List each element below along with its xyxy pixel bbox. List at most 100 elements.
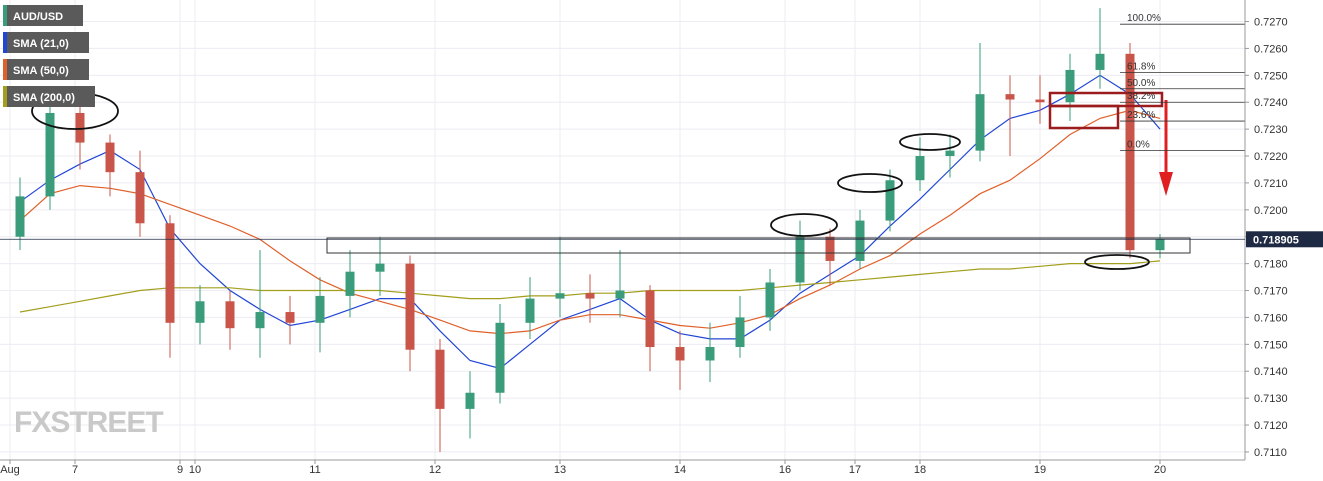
arrow-head — [1159, 172, 1173, 196]
candle-body — [495, 322, 505, 393]
y-tick-label: 0.7210 — [1254, 178, 1288, 190]
candle-body — [615, 290, 625, 299]
resistance-boxes — [1048, 91, 1164, 130]
candle-body — [975, 94, 985, 151]
candle-body — [375, 263, 385, 272]
candle-body — [525, 298, 535, 323]
candle-body — [105, 142, 115, 173]
x-tick-label: 14 — [674, 464, 686, 476]
watermark: FXSTREET — [14, 406, 163, 439]
x-tick-label: 11 — [309, 464, 320, 476]
legend-box — [3, 32, 89, 53]
x-tick-label: 9 — [177, 464, 183, 476]
candle-body — [1005, 94, 1015, 100]
legend-label: SMA (50,0) — [13, 65, 69, 77]
candle-body — [465, 392, 475, 409]
candle-body — [765, 282, 775, 318]
ellipse — [899, 133, 961, 151]
candle-body — [165, 223, 175, 323]
legend-swatch — [3, 59, 7, 80]
candle-body — [555, 293, 565, 299]
candle-body — [945, 150, 955, 157]
candle-body — [645, 290, 655, 348]
ellipse — [770, 213, 838, 237]
candle-body — [225, 301, 235, 329]
fib-label: 100.0% — [1127, 13, 1161, 24]
legend-swatch — [3, 86, 7, 107]
legend-label: AUD/USD — [13, 11, 63, 23]
candle-body — [15, 196, 25, 237]
last-price-label: 0.718905 — [1253, 234, 1299, 246]
fib-label: 23.6% — [1127, 110, 1155, 121]
candle-body — [795, 236, 805, 283]
y-tick-label: 0.7220 — [1254, 151, 1288, 163]
x-tick-label: 19 — [1034, 464, 1046, 476]
legend-box — [3, 59, 89, 80]
fib-label: 0.0% — [1127, 140, 1150, 151]
fib-label: 38.2% — [1127, 91, 1155, 102]
ellipse — [1084, 254, 1150, 270]
candle-body — [1065, 69, 1075, 103]
candle-body — [345, 271, 355, 296]
y-tick-label: 0.7110 — [1254, 447, 1287, 459]
candle-body — [405, 263, 415, 350]
y-tick-label: 0.7130 — [1254, 393, 1288, 405]
legend-label: SMA (21,0) — [13, 38, 69, 50]
y-tick-label: 0.7230 — [1254, 124, 1288, 136]
candle-body — [195, 301, 205, 323]
y-tick-label: 0.7120 — [1254, 420, 1288, 432]
x-tick-label: 12 — [429, 464, 441, 476]
y-tick-label: 0.7260 — [1254, 43, 1288, 55]
x-tick-label: Aug — [0, 464, 20, 476]
support-zone — [326, 237, 1191, 254]
y-tick-label: 0.7160 — [1254, 312, 1288, 324]
candle-body — [705, 347, 715, 361]
ellipse — [837, 173, 903, 193]
legend-box — [3, 5, 83, 26]
y-tick-label: 0.7150 — [1254, 339, 1288, 351]
y-tick-label: 0.7180 — [1254, 259, 1288, 271]
candle-body — [885, 180, 895, 221]
candle-body — [1095, 53, 1105, 70]
x-tick-label: 16 — [779, 464, 791, 476]
candle-body — [285, 312, 295, 323]
candle-body — [825, 236, 835, 261]
x-tick-label: 10 — [189, 464, 201, 476]
last-price-tag — [1246, 231, 1323, 248]
x-tick-label: 18 — [914, 464, 926, 476]
x-tick-label: 17 — [849, 464, 861, 476]
candle-body — [915, 156, 925, 181]
legend: AUD/USD SMA (21,0) SMA (50,0) SMA (200,0) — [3, 5, 95, 107]
axes: 0.7110 0.7120 0.7130 0.7140 0.7150 0.7160 0.71… — [0, 17, 1323, 476]
candles — [15, 8, 1165, 452]
candle-body — [255, 312, 265, 329]
highlight-ellipses — [31, 92, 1150, 270]
y-tick-label: 0.7240 — [1254, 97, 1288, 109]
candle-body — [1125, 53, 1135, 251]
candle-body — [1035, 99, 1045, 103]
fib-label: 61.8% — [1127, 62, 1155, 73]
candle-body — [75, 112, 85, 143]
x-tick-label: 7 — [72, 464, 78, 476]
x-tick-label: 13 — [554, 464, 566, 476]
candle-body — [1155, 239, 1165, 251]
legend-label: SMA (200,0) — [13, 92, 75, 104]
legend-box — [3, 86, 95, 107]
candle-body — [135, 172, 145, 224]
y-tick-label: 0.7170 — [1254, 286, 1288, 298]
candle-body — [315, 295, 325, 323]
y-tick-label: 0.7140 — [1254, 366, 1288, 378]
x-tick-label: 20 — [1154, 464, 1166, 476]
candle-body — [585, 293, 595, 299]
candle-body — [675, 347, 685, 361]
candle-body — [735, 317, 745, 348]
fib-label: 50.0% — [1127, 78, 1155, 89]
y-tick-label: 0.7250 — [1254, 70, 1288, 82]
fibonacci: 100.0% 61.8% 50.0% 38.2% 23.6% 0.0% — [1120, 13, 1245, 152]
y-tick-label: 0.7200 — [1254, 205, 1288, 217]
legend-swatch — [3, 32, 7, 53]
down-arrow — [1159, 100, 1173, 196]
candle-body — [435, 349, 445, 409]
